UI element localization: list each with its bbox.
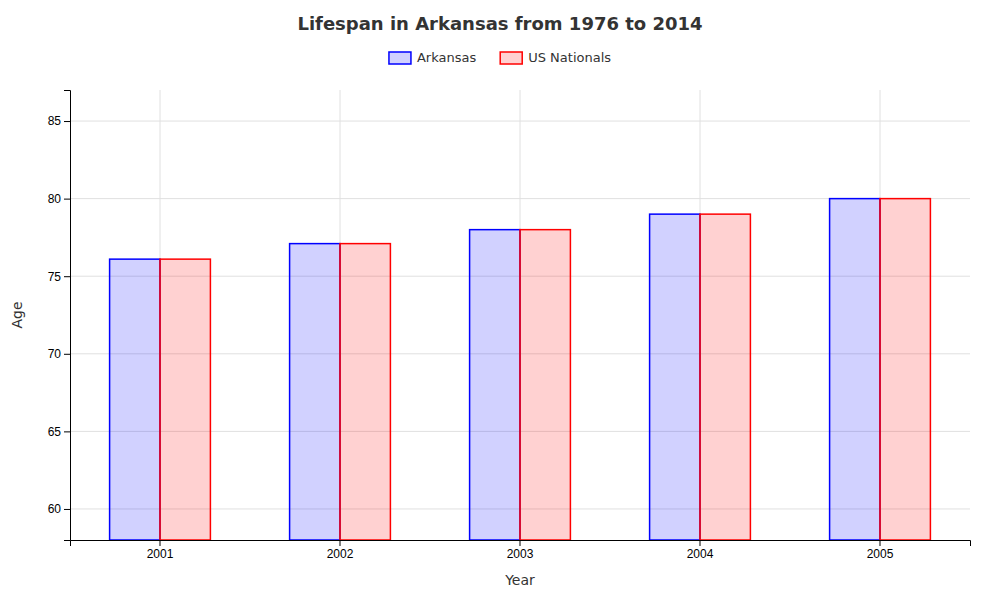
- title: Lifespan in Arkansas from 1976 to 2014: [297, 13, 702, 34]
- legend-swatch: [500, 52, 522, 64]
- tick: 70: [48, 347, 70, 361]
- bar: [650, 214, 700, 540]
- tick-label: 65: [48, 425, 62, 439]
- y-axis-title: Age: [9, 301, 25, 328]
- tick-label: 2002: [327, 547, 354, 561]
- legend: Arkansas US Nationals: [389, 50, 611, 65]
- legend-label: Arkansas: [417, 50, 476, 65]
- tick-label: 70: [48, 347, 62, 361]
- bars: [110, 199, 931, 540]
- bar: [290, 244, 340, 540]
- x-axis-title: Year: [504, 572, 535, 588]
- bar: [340, 244, 390, 540]
- tick-label: 85: [48, 114, 62, 128]
- tick-label: 75: [48, 270, 62, 284]
- tick-mark: [160, 540, 161, 546]
- axis-line: [64, 91, 71, 541]
- legend-item: Arkansas: [389, 50, 476, 65]
- tick-label: 2004: [687, 547, 714, 561]
- tick: 60: [48, 502, 70, 516]
- plot: 2001 2002 2003 2004 2005 60 65 70 75 80 85: [48, 90, 971, 561]
- tick: 80: [48, 192, 70, 206]
- bar: [830, 199, 880, 540]
- bar: [880, 199, 930, 540]
- tick-mark: [64, 121, 70, 122]
- tick-label: 2003: [507, 547, 534, 561]
- tick-label: 2001: [147, 547, 174, 561]
- grid: [70, 90, 970, 540]
- y-axis: 60 65 70 75 80 85: [48, 91, 71, 541]
- tick-mark: [64, 354, 70, 355]
- tick-mark: [340, 540, 341, 546]
- tick: 2002: [327, 540, 354, 561]
- tick: 2001: [147, 540, 174, 561]
- chart: 2001 2002 2003 2004 2005 60 65 70 75 80 85 Year Age L…: [0, 0, 1000, 600]
- tick-label: 60: [48, 502, 62, 516]
- bar: [470, 230, 520, 540]
- bar: [160, 259, 210, 540]
- legend-label: US Nationals: [528, 50, 611, 65]
- tick-label: 2005: [867, 547, 894, 561]
- tick: 2005: [867, 540, 894, 561]
- bar: [520, 230, 570, 540]
- tick: 2004: [687, 540, 714, 561]
- legend-swatch: [389, 52, 411, 64]
- tick-mark: [520, 540, 521, 546]
- tick-mark: [64, 199, 70, 200]
- tick: 75: [48, 270, 70, 284]
- tick-mark: [880, 540, 881, 546]
- tick-mark: [64, 431, 70, 432]
- x-axis: 2001 2002 2003 2004 2005: [71, 540, 971, 561]
- tick-mark: [64, 276, 70, 277]
- bar: [110, 259, 160, 540]
- tick: 65: [48, 425, 70, 439]
- tick-mark: [64, 509, 70, 510]
- tick: 2003: [507, 540, 534, 561]
- tick-mark: [700, 540, 701, 546]
- tick: 85: [48, 114, 70, 128]
- axis-line: [71, 541, 971, 547]
- tick-label: 80: [48, 192, 62, 206]
- bar: [700, 214, 750, 540]
- legend-item: US Nationals: [500, 50, 611, 65]
